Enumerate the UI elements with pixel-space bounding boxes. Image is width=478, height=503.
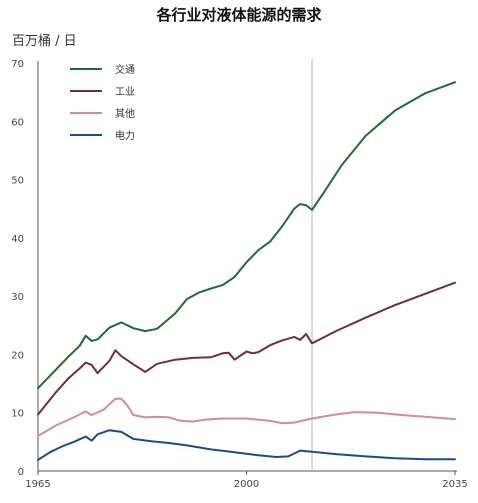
y-tick-label: 60 (11, 117, 24, 128)
x-tick-label: 1965 (25, 479, 50, 490)
series-line-3 (37, 397, 456, 437)
legend-label-2: 工业 (115, 86, 135, 98)
y-tick-label: 70 (11, 59, 24, 70)
legend-label-3: 其他 (115, 107, 135, 120)
series-line-1 (37, 81, 456, 390)
y-tick-label: 40 (11, 234, 24, 245)
y-tick-label: 10 (11, 409, 24, 420)
chart-title: 各行业对液体能源的需求 (156, 6, 322, 24)
series-line-2 (37, 281, 456, 416)
y-tick-label: 0 (18, 467, 24, 478)
series-line-4 (37, 429, 456, 461)
y-axis-unit-label: 百万桶 / 日 (12, 34, 77, 49)
y-tick-label: 30 (11, 292, 24, 303)
x-tick-label: 2000 (234, 479, 259, 490)
y-tick-label: 20 (11, 350, 24, 361)
legend-label-4: 电力 (115, 129, 135, 142)
y-tick-label: 50 (11, 176, 24, 187)
legend-label-1: 交通 (115, 63, 135, 76)
x-tick-label: 2035 (442, 479, 467, 490)
